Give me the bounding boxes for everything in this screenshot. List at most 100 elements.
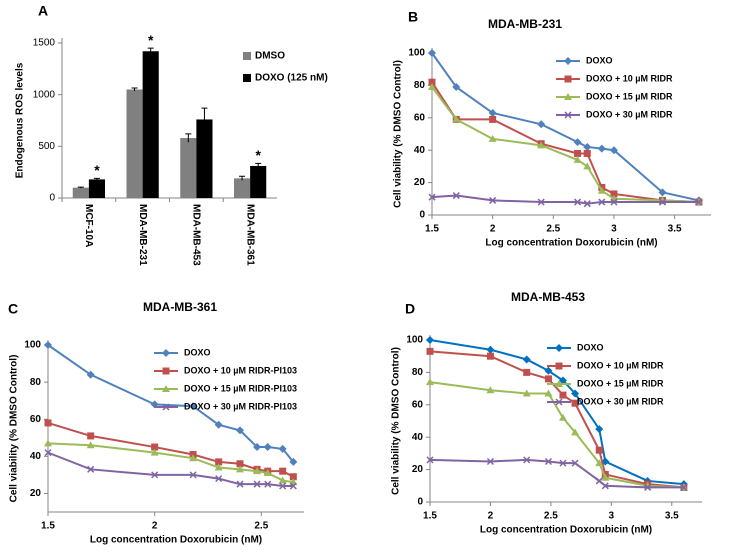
legend-label: DOXO + 30 µM RIDR-PI103 [184,401,297,411]
point [263,469,272,477]
y-tick-label: 60 [412,399,424,410]
legend-label: DOXO + 15 µM RIDR-PI103 [184,383,297,393]
legend-marker [564,111,572,119]
point [609,146,618,155]
point [695,198,703,206]
x-tick-label: 1.5 [423,511,437,522]
point [452,192,460,200]
point [426,347,434,355]
legend-label: DOXO [184,347,211,357]
x-tick-label: 2 [490,224,496,235]
point [522,355,531,364]
point [598,198,606,206]
series-line [47,421,294,478]
point [452,115,461,123]
y-axis-label: Cell viability (% DMSO Control) [9,355,20,503]
series-line [47,442,294,484]
y-tick-label: 20 [414,177,426,188]
point [658,198,667,206]
point [544,457,553,466]
point [486,386,495,394]
point [87,432,95,440]
point [601,482,609,490]
point [583,142,592,151]
y-tick-label: 20 [30,488,42,499]
legend-label: DOXO (125 nM) [255,73,328,84]
x-tick-label: 3 [611,224,617,235]
error-bar [185,133,192,143]
error-bar [239,175,246,181]
legend-marker [555,380,563,387]
series-line [429,350,684,489]
y-axis-label: Endogenous ROS levels [15,62,26,178]
error-bar [77,186,84,189]
legend-label: DOXO + 30 µM RIDR [577,396,664,406]
panel-label: B [408,9,418,25]
series-line [47,451,294,488]
x-tick-label: 3.5 [665,511,679,522]
x-tick-label: MDA-MB-231 [137,204,148,266]
point [87,465,95,473]
point [595,425,604,434]
point [214,463,223,471]
point [151,471,159,479]
series-line [429,339,684,486]
point [537,120,546,129]
series-line [431,86,699,204]
point [189,471,197,479]
y-tick-label: 1500 [33,38,56,49]
point [428,83,436,91]
point [189,402,198,411]
point [189,454,198,462]
legend-label: DOXO + 10 µM RIDR [577,360,664,370]
x-tick-label: 1.5 [41,521,55,532]
point [537,141,546,149]
x-tick-label: 2 [488,511,494,522]
point [597,144,606,153]
y-tick-label: 0 [419,210,425,221]
y-tick-label: 100 [24,340,41,351]
bar [72,187,89,198]
y-tick-label: 0 [417,497,423,508]
point [279,482,287,490]
x-tick-label: 3 [609,511,615,522]
point [86,441,95,449]
point [573,138,582,147]
point [279,467,287,475]
panel-label: D [405,301,415,317]
point [426,456,434,464]
point [488,108,497,117]
point [544,366,553,375]
point [597,186,606,194]
point [680,483,688,491]
x-tick-label: 2 [152,521,158,532]
point [253,480,261,488]
point [452,83,461,92]
bar [126,89,143,198]
point [601,473,610,481]
significance-mark: * [148,32,154,48]
point [253,443,262,452]
y-axis-label: Cell viability (% DMSO Control) [391,347,402,495]
y-tick-label: 40 [414,145,426,156]
bar [234,178,251,198]
point [150,448,159,456]
point [486,457,494,466]
point [559,391,567,399]
point [215,458,223,466]
y-tick-label: 100 [408,48,425,59]
point [595,459,604,467]
y-tick-label: 40 [30,451,42,462]
point [644,483,652,491]
point [544,375,552,383]
legend-marker [564,57,572,65]
error-bar [93,177,100,181]
y-tick-label: 500 [38,141,55,152]
point [236,426,244,435]
y-tick-label: 100 [406,335,423,346]
point [583,200,591,208]
point [486,345,495,354]
y-tick-label: 40 [412,432,424,443]
chart-title: MDA-MB-361 [143,300,217,314]
